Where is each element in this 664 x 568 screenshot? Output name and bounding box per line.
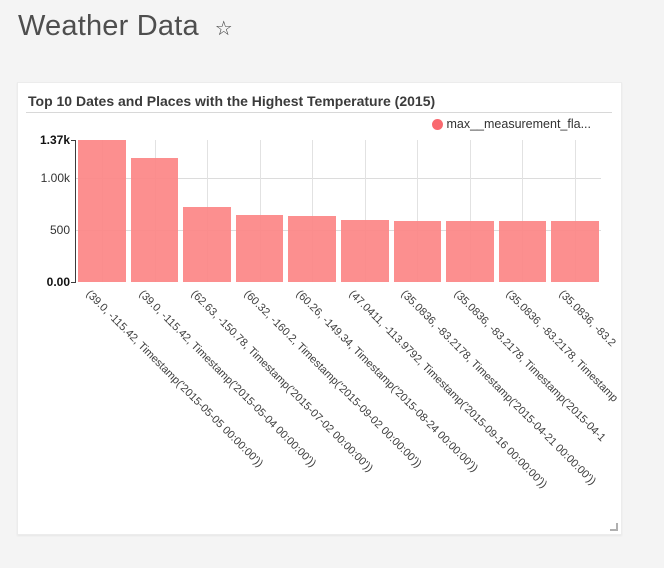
x-tick-label: (60.32, -160.2, Timestamp('2015-09-02 00…	[241, 288, 424, 471]
plot-area	[76, 140, 601, 282]
gridline-horizontal	[76, 230, 601, 231]
bar[interactable]	[551, 221, 599, 282]
y-tick-label: 500	[49, 223, 70, 237]
bar[interactable]	[130, 158, 179, 282]
gridline-vertical	[470, 140, 471, 282]
gridline-vertical	[522, 140, 523, 282]
legend-item[interactable]: max__measurement_fla...	[432, 117, 591, 131]
y-tick-label: 1.37k	[39, 133, 70, 147]
gridline-vertical	[312, 140, 313, 282]
x-tick-label: (60.26, -149.34, Timestamp('2015-08-24 0…	[293, 288, 481, 475]
x-tick-label: (35.0836, -83.2178, Timestamp	[503, 288, 621, 405]
page-title: Weather Data	[18, 10, 199, 42]
x-axis-labels: (39.0, -115.42, Timestamp('2015-05-05 00…	[76, 285, 621, 525]
y-tick-mark	[71, 282, 75, 283]
y-tick-mark	[71, 140, 75, 141]
star-outline-icon[interactable]: ☆	[214, 18, 233, 40]
y-tick-label: 1.00k	[40, 171, 70, 185]
title-divider	[26, 112, 612, 113]
bar[interactable]	[288, 216, 336, 282]
bar[interactable]	[235, 215, 284, 282]
bar[interactable]	[183, 207, 231, 282]
gridline-vertical	[417, 140, 418, 282]
bar[interactable]	[340, 220, 389, 282]
chart-title: Top 10 Dates and Places with the Highest…	[28, 93, 436, 109]
page-header: Weather Data ☆	[18, 10, 233, 43]
legend-label: max__measurement_fla...	[446, 117, 591, 131]
bar[interactable]	[498, 221, 547, 282]
bar[interactable]	[446, 221, 494, 282]
x-tick-label: (35.0836, -83.2178, Timestamp('2015-04-2…	[398, 288, 599, 488]
bar[interactable]	[78, 140, 126, 282]
x-tick-label: (39.0, -115.42, Timestamp('2015-05-04 00…	[136, 288, 319, 470]
resize-handle-icon[interactable]	[610, 523, 618, 531]
x-tick-label: (35.0836, -83.2	[556, 288, 618, 350]
x-tick-label: (62.63, -150.78, Timestamp('2015-07-02 0…	[188, 288, 376, 475]
gridline-vertical	[365, 140, 366, 282]
bar[interactable]	[393, 221, 442, 282]
chart-card: Top 10 Dates and Places with the Highest…	[17, 82, 622, 535]
gridline-horizontal	[76, 178, 601, 179]
x-tick-label: (47.0411, -113.9792, Timestamp('2015-09-…	[346, 288, 550, 491]
y-axis-labels: 1.37k 1.00k 500 0.00	[18, 134, 70, 288]
y-axis-line	[75, 140, 76, 283]
bar-series	[76, 140, 601, 282]
gridline-vertical	[260, 140, 261, 282]
gridline-vertical	[575, 140, 576, 282]
y-tick-label: 0.00	[46, 275, 70, 289]
legend-dot-icon	[432, 118, 444, 130]
x-tick-label: (39.0, -115.42, Timestamp('2015-05-05 00…	[83, 288, 266, 470]
